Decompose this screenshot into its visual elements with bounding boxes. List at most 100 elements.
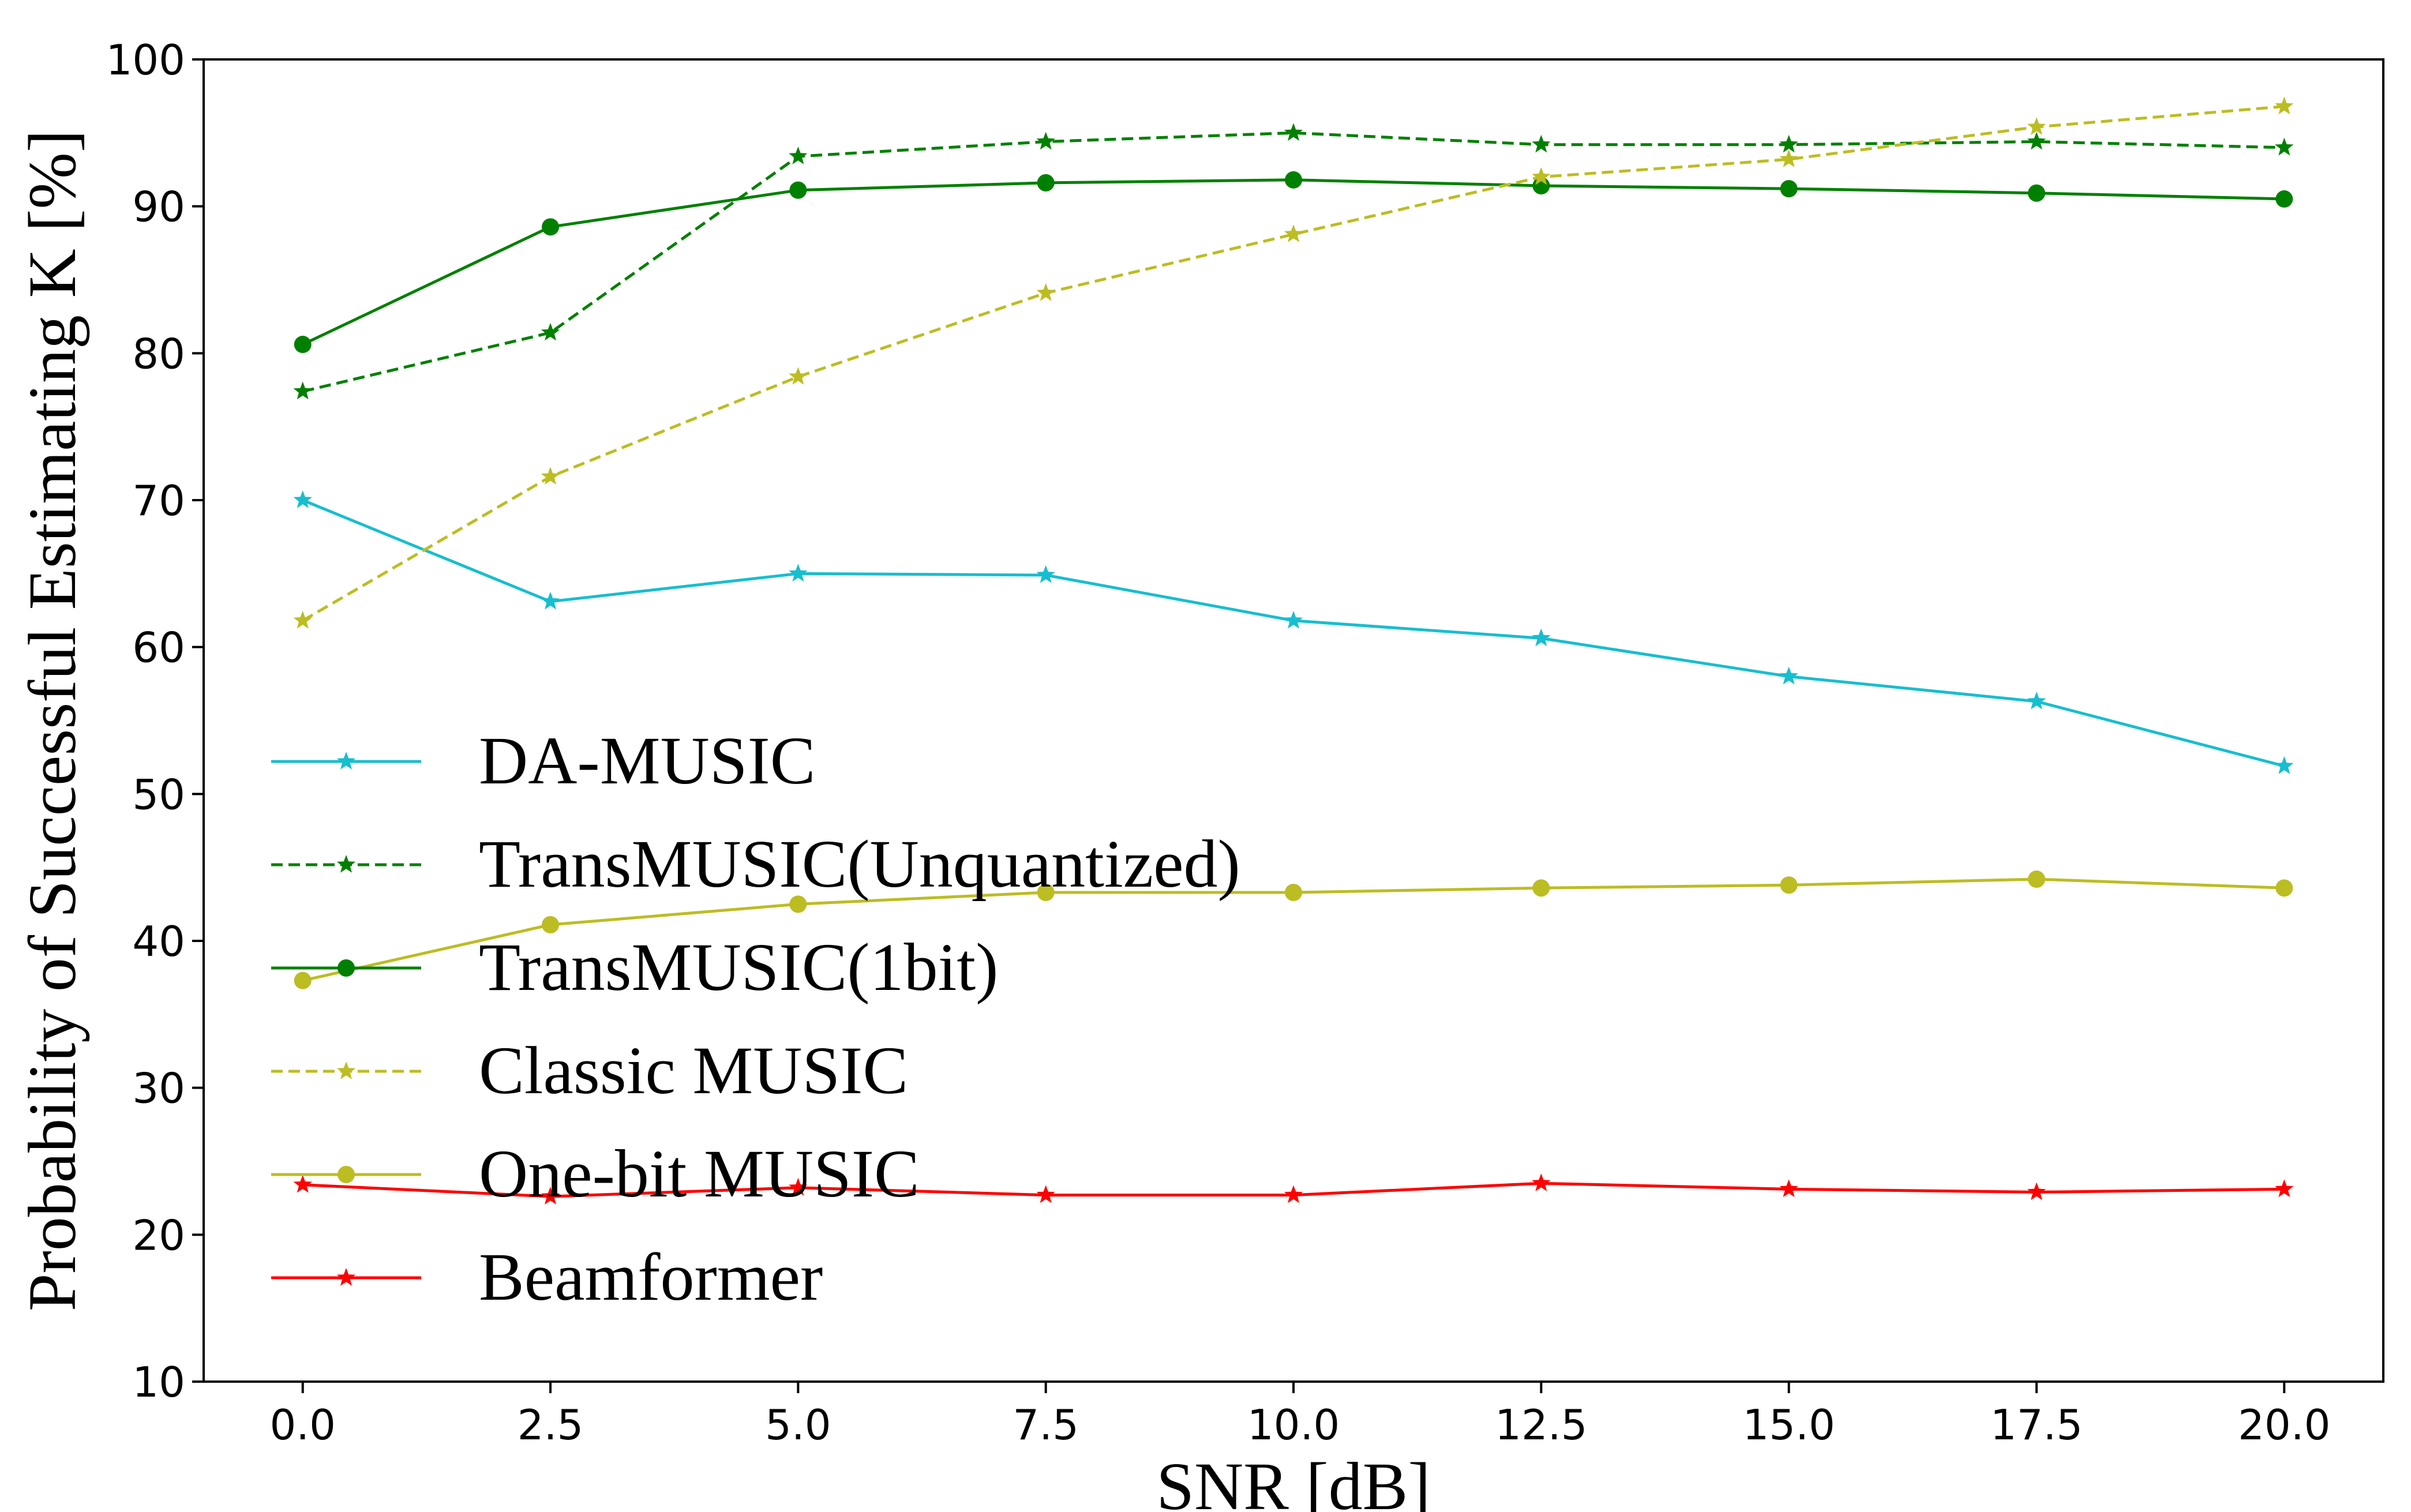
data-point-da-music xyxy=(1036,565,1055,583)
y-tick-label: 70 xyxy=(132,477,185,525)
x-tick-label: 0.0 xyxy=(269,1401,336,1449)
data-point-one-bit-music xyxy=(789,895,807,913)
data-point-transmusic-unquantized xyxy=(293,381,312,400)
data-point-da-music xyxy=(1779,666,1798,685)
y-axis-title: Probability of Successful Estimating K [… xyxy=(14,130,90,1311)
data-point-one-bit-music xyxy=(1780,876,1798,894)
y-tick-label: 60 xyxy=(132,624,185,672)
data-point-transmusic-unquantized xyxy=(1532,134,1551,153)
data-point-classic-music xyxy=(2027,117,2046,135)
x-tick-label: 5.0 xyxy=(765,1401,831,1449)
data-point-beamformer xyxy=(1036,1185,1055,1203)
data-point-beamformer xyxy=(1532,1173,1551,1191)
y-tick-label: 50 xyxy=(132,770,185,819)
data-point-classic-music xyxy=(1284,224,1303,242)
legend-item-classic-music: Classic MUSIC xyxy=(271,1033,908,1108)
series-classic-music xyxy=(293,96,2294,629)
legend-marker xyxy=(338,1166,355,1183)
series-transmusic-unquantized xyxy=(293,123,2294,400)
data-point-da-music xyxy=(1532,628,1551,647)
data-point-transmusic-1bit xyxy=(542,218,560,236)
x-tick-label: 17.5 xyxy=(1990,1401,2083,1449)
legend-label: One-bit MUSIC xyxy=(479,1136,920,1211)
legend-marker xyxy=(336,752,356,770)
legend-label: DA-MUSIC xyxy=(479,723,816,798)
data-point-transmusic-unquantized xyxy=(541,322,560,341)
y-tick-label: 30 xyxy=(132,1064,185,1113)
legend-label: TransMUSIC(1bit) xyxy=(479,929,998,1005)
x-tick-label: 7.5 xyxy=(1013,1401,1079,1449)
legend-item-one-bit-music: One-bit MUSIC xyxy=(271,1136,920,1211)
data-point-da-music xyxy=(541,591,560,610)
data-point-da-music xyxy=(789,564,808,582)
data-point-transmusic-1bit xyxy=(1037,174,1055,192)
legend-marker xyxy=(338,959,355,977)
ticks-layer: 10 20 30 40 50 60 70 80 90 100 0.0 2.5 5.0 7.5 10.0 12.… xyxy=(106,36,2331,1449)
data-point-classic-music xyxy=(541,467,560,485)
x-tick-label: 15.0 xyxy=(1742,1401,1835,1449)
legend-marker xyxy=(336,855,356,873)
x-axis-title: SNR [dB] xyxy=(1156,1449,1430,1512)
data-point-beamformer xyxy=(2275,1179,2294,1198)
y-tick-label: 90 xyxy=(132,183,185,231)
legend-item-beamformer: Beamformer xyxy=(271,1239,823,1315)
data-point-classic-music xyxy=(1779,149,1798,167)
series-line-classic-music xyxy=(302,105,2285,622)
data-point-classic-music xyxy=(293,610,312,629)
data-point-da-music xyxy=(1284,610,1303,629)
data-point-one-bit-music xyxy=(1532,879,1550,897)
data-point-beamformer xyxy=(789,1177,808,1196)
legend-marker xyxy=(336,1268,356,1286)
data-point-one-bit-music xyxy=(294,971,312,989)
series-da-music xyxy=(293,490,2294,774)
y-tick-label: 40 xyxy=(132,917,185,966)
legend-item-da-music: DA-MUSIC xyxy=(271,723,816,798)
data-point-one-bit-music xyxy=(1285,883,1302,901)
legend-label: Classic MUSIC xyxy=(479,1033,908,1108)
data-point-transmusic-unquantized xyxy=(1779,134,1798,153)
x-tick-label: 2.5 xyxy=(518,1401,584,1449)
y-tick-label: 20 xyxy=(132,1211,185,1259)
legend-item-transmusic-unquantized: TransMUSIC(Unquantized) xyxy=(271,826,1240,902)
legend-marker xyxy=(336,1061,356,1079)
series-line-transmusic-unquantized xyxy=(302,131,2285,393)
data-point-one-bit-music xyxy=(1037,883,1055,901)
data-point-transmusic-1bit xyxy=(2275,190,2293,208)
series-layer xyxy=(293,96,2294,1205)
legend: DA-MUSIC TransMUSIC(Unquantized) TransMUSI… xyxy=(271,723,1240,1315)
x-tick-label: 10.0 xyxy=(1247,1401,1340,1449)
data-point-beamformer xyxy=(1779,1179,1798,1198)
data-point-transmusic-1bit xyxy=(1285,171,1302,189)
y-tick-label: 100 xyxy=(106,36,185,84)
y-tick-label: 80 xyxy=(132,329,185,378)
data-point-transmusic-1bit xyxy=(2027,184,2045,202)
data-point-beamformer xyxy=(293,1175,312,1193)
data-point-classic-music xyxy=(789,367,808,385)
x-tick-label: 12.5 xyxy=(1495,1401,1587,1449)
data-point-transmusic-unquantized xyxy=(1284,123,1303,141)
legend-label: Beamformer xyxy=(479,1239,823,1315)
data-point-classic-music xyxy=(1532,167,1551,185)
data-point-beamformer xyxy=(1284,1185,1303,1203)
legend-label: TransMUSIC(Unquantized) xyxy=(479,826,1240,902)
data-point-beamformer xyxy=(541,1187,560,1205)
data-point-transmusic-unquantized xyxy=(1036,132,1055,150)
y-tick-label: 10 xyxy=(132,1358,185,1406)
data-point-classic-music xyxy=(1036,283,1055,301)
x-tick-label: 20.0 xyxy=(2238,1401,2330,1449)
data-point-transmusic-1bit xyxy=(294,336,312,354)
data-point-beamformer xyxy=(2027,1182,2046,1200)
series-one-bit-music xyxy=(294,871,2293,989)
data-point-one-bit-music xyxy=(2027,871,2045,888)
data-point-da-music xyxy=(2027,691,2046,710)
data-point-transmusic-1bit xyxy=(789,181,807,199)
legend-item-transmusic-1bit: TransMUSIC(1bit) xyxy=(271,929,998,1005)
data-point-transmusic-unquantized xyxy=(2027,132,2046,150)
data-point-transmusic-1bit xyxy=(1780,180,1798,198)
data-point-transmusic-unquantized xyxy=(2275,137,2294,156)
data-point-da-music xyxy=(2275,756,2294,774)
data-point-one-bit-music xyxy=(542,916,560,933)
series-beamformer xyxy=(293,1173,2294,1205)
